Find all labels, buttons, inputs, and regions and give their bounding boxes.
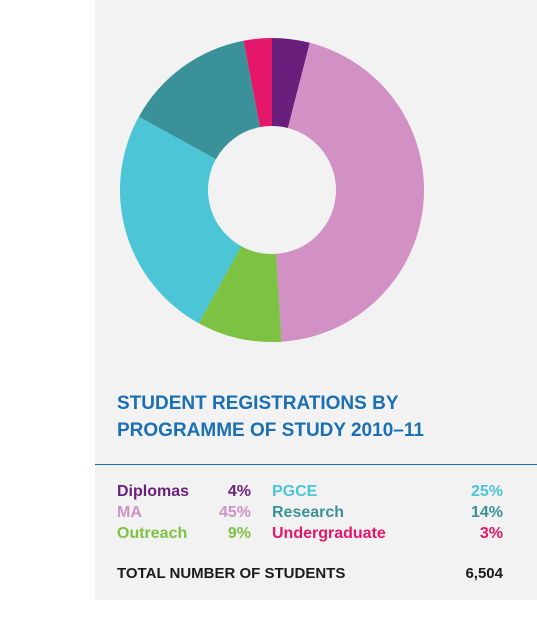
donut-segment [198, 246, 282, 342]
donut-segment [276, 42, 425, 342]
legend-label: PGCE [272, 483, 318, 500]
legend-value: 4% [227, 483, 251, 500]
divider [95, 464, 537, 465]
legend-label: Undergraduate [272, 525, 386, 542]
donut-segment [119, 116, 242, 324]
total-value: 6,504 [465, 565, 503, 582]
legend-label: MA [117, 504, 142, 521]
donut-segment [138, 40, 261, 160]
legend-label: Diplomas [117, 483, 190, 500]
total-label: TOTAL NUMBER OF STUDENTS [117, 565, 346, 582]
legend-value: 25% [470, 483, 503, 500]
chart-title: STUDENT REGISTRATIONS BY PROGRAMME OF ST… [117, 393, 424, 441]
donut-segment [272, 38, 310, 129]
legend-label: Outreach [117, 525, 188, 542]
legend-label: Research [272, 504, 345, 521]
legend-value: 45% [218, 504, 251, 521]
donut-segment [243, 38, 272, 128]
legend-value: 14% [470, 504, 503, 521]
legend-value: 9% [227, 525, 251, 542]
legend-value: 3% [479, 525, 503, 542]
